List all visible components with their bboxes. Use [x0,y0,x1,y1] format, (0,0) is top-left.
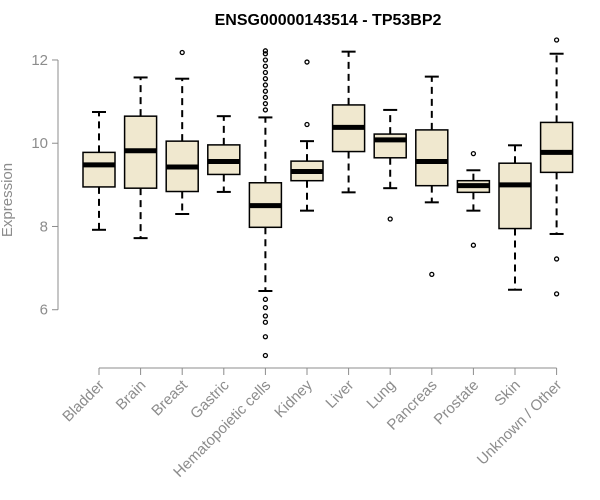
x-tick-label: Kidney [271,376,316,421]
box-hematopoietic-cells [248,48,283,359]
outlier-point [553,291,560,297]
outlier-point [179,49,185,56]
x-tick-label: Liver [322,377,357,412]
outlier-point [262,94,269,101]
x-tick-label: Prostate [431,377,483,429]
outlier-point [553,37,560,43]
y-tick-label: 10 [31,135,48,152]
box-rect [415,129,449,187]
y-tick-label: 6 [40,302,48,319]
outlier-point [470,150,477,157]
box-breast [165,49,199,215]
box-liver [331,50,366,194]
outlier-point [262,57,269,63]
outlier-point [470,242,477,248]
box-skin [498,144,532,291]
box-rect [498,162,532,230]
y-axis: 6 8 10 12 [31,52,59,319]
outlier-point [262,51,269,57]
outlier-point [553,256,560,262]
x-tick-label: Bladder [59,377,108,426]
outlier-point [262,334,269,340]
outlier-point [262,304,269,311]
outlier-point [262,352,269,359]
x-tick-label: Skin [491,377,524,410]
y-tick-label: 12 [31,52,48,69]
outlier-point [262,313,269,319]
y-tick-label: 8 [40,218,48,235]
outlier-point [262,107,269,113]
outlier-point [304,121,310,128]
outlier-point [262,101,269,107]
box-brain [123,76,158,240]
box-gastric [207,115,241,193]
outlier-point [262,82,269,88]
outlier-point [304,59,310,65]
x-tick-label: Lung [363,377,399,413]
box-prostate [456,150,491,248]
y-axis-label: Expression [0,163,16,237]
outlier-point [262,296,269,302]
x-tick-label: Brain [113,377,150,414]
outlier-point [262,88,269,94]
box-bladder [82,111,116,231]
outlier-point [262,76,269,82]
box-kidney [290,59,324,212]
box-pancreas [415,75,449,277]
box-rect [539,121,574,174]
outlier-point [262,48,269,54]
outlier-point [387,216,393,222]
outlier-point [262,319,269,325]
chart-title: ENSG00000143514 - TP53BP2 [215,12,442,29]
outlier-point [429,271,435,277]
x-tick-label: Breast [148,376,191,419]
boxes [82,37,574,359]
box-lung [373,108,407,222]
outlier-point [262,63,269,69]
box-unknown-other [539,37,574,297]
outlier-point [262,69,269,76]
box-rect [82,151,116,188]
